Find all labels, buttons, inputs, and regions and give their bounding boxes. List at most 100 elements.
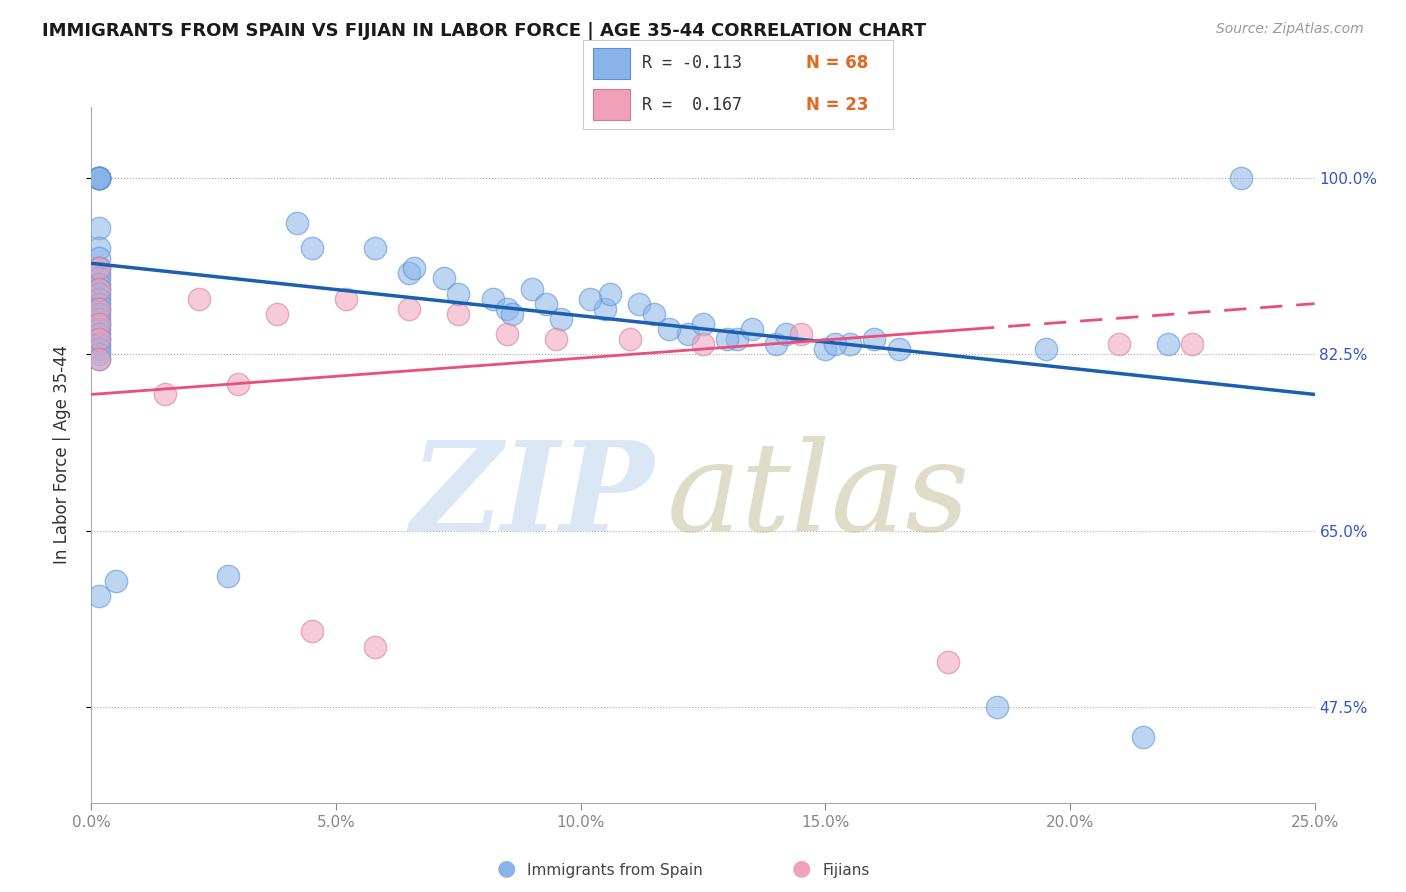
Point (1157, 337, 1180, 351)
Point (87, 301, 110, 316)
Point (87, 337, 110, 351)
Point (87, 352, 110, 367)
Point (546, 332, 568, 346)
Text: ●: ● (792, 858, 811, 878)
Point (678, 326, 700, 341)
Point (301, 624, 323, 639)
Point (433, 271, 456, 285)
Point (364, 241, 387, 255)
Point (496, 301, 519, 316)
Bar (593, 89, 630, 120)
Point (87, 170, 110, 185)
Point (87, 170, 110, 185)
Point (741, 322, 763, 336)
Point (936, 655, 959, 669)
Point (87, 281, 110, 295)
Point (447, 307, 470, 321)
Point (87, 317, 110, 331)
Point (87, 241, 110, 255)
Text: Source: ZipAtlas.com: Source: ZipAtlas.com (1216, 22, 1364, 37)
Point (87, 252, 110, 266)
Point (87, 170, 110, 185)
Point (301, 241, 323, 255)
Point (87, 271, 110, 285)
Point (986, 700, 1008, 714)
Point (87, 347, 110, 361)
Point (863, 332, 886, 346)
Point (87, 589, 110, 603)
Point (87, 322, 110, 336)
Point (619, 332, 641, 346)
Point (87, 332, 110, 346)
Point (87, 317, 110, 331)
Point (364, 640, 387, 654)
Point (692, 317, 714, 331)
Point (1132, 731, 1154, 745)
Point (87, 170, 110, 185)
Text: Immigrants from Spain: Immigrants from Spain (527, 863, 703, 878)
Point (87, 292, 110, 306)
Point (1230, 170, 1253, 185)
Point (824, 337, 846, 351)
Text: R = -0.113: R = -0.113 (643, 54, 742, 72)
Point (520, 281, 543, 295)
Point (550, 311, 572, 326)
Text: ●: ● (496, 858, 516, 878)
Point (153, 387, 176, 401)
Point (87, 277, 110, 291)
Point (87, 281, 110, 295)
Point (496, 326, 519, 341)
Point (501, 307, 523, 321)
Point (447, 286, 470, 301)
Bar (593, 48, 630, 79)
Point (188, 292, 211, 306)
Text: atlas: atlas (666, 436, 970, 558)
Point (87, 311, 110, 326)
Text: N = 23: N = 23 (806, 96, 869, 114)
Point (775, 326, 797, 341)
Point (87, 170, 110, 185)
Text: Fijians: Fijians (823, 863, 870, 878)
Point (87, 352, 110, 367)
Point (404, 261, 426, 276)
Point (643, 307, 665, 321)
Point (398, 301, 420, 316)
Point (87, 261, 110, 276)
Point (790, 326, 813, 341)
Y-axis label: In Labor Force | Age 35-44: In Labor Force | Age 35-44 (52, 345, 70, 565)
Point (658, 322, 681, 336)
Point (217, 569, 239, 583)
Point (87, 267, 110, 281)
Text: N = 68: N = 68 (806, 54, 869, 72)
Point (87, 286, 110, 301)
Point (87, 301, 110, 316)
Point (87, 261, 110, 276)
Point (628, 296, 651, 310)
Point (87, 342, 110, 356)
Point (87, 307, 110, 321)
Point (838, 337, 860, 351)
Point (266, 307, 288, 321)
Point (725, 332, 748, 346)
Point (398, 267, 420, 281)
Point (765, 337, 787, 351)
Point (887, 342, 910, 356)
Point (536, 296, 558, 310)
Point (87, 170, 110, 185)
Point (716, 332, 738, 346)
Point (87, 326, 110, 341)
Point (87, 170, 110, 185)
Point (87, 296, 110, 310)
Point (87, 221, 110, 235)
Point (593, 301, 616, 316)
Point (226, 377, 249, 392)
Point (579, 292, 602, 306)
Point (481, 292, 503, 306)
Point (335, 292, 357, 306)
Point (1108, 337, 1130, 351)
Point (87, 332, 110, 346)
Point (1181, 337, 1204, 351)
Text: R =  0.167: R = 0.167 (643, 96, 742, 114)
Text: IMMIGRANTS FROM SPAIN VS FIJIAN IN LABOR FORCE | AGE 35-44 CORRELATION CHART: IMMIGRANTS FROM SPAIN VS FIJIAN IN LABOR… (42, 22, 927, 40)
Point (1035, 342, 1057, 356)
